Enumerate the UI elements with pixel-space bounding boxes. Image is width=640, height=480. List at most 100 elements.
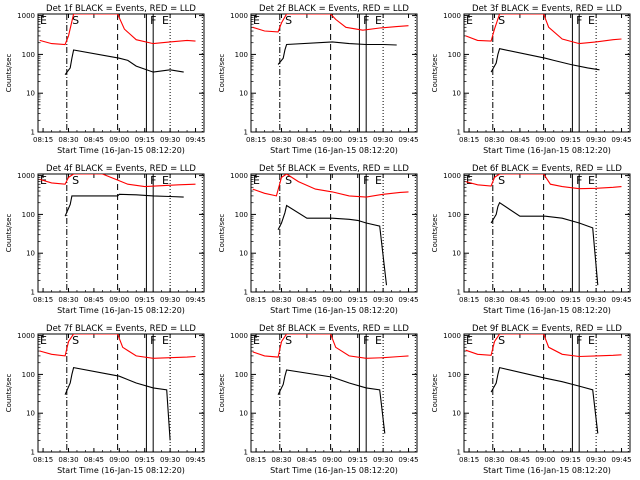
- x-tick-label: 08:45: [297, 456, 317, 464]
- y-tick-label: 10: [239, 410, 248, 418]
- x-tick-label: 08:30: [58, 456, 78, 464]
- chart-title: Det 2f BLACK = Events, RED = LLD: [259, 4, 409, 14]
- red-series-line: [39, 14, 196, 46]
- red-series-line: [39, 174, 196, 188]
- y-axis-label: Counts/sec: [218, 374, 226, 413]
- y-tick-label: 1: [244, 129, 248, 137]
- y-tick-label: 100: [235, 371, 248, 379]
- black-series-line: [490, 366, 599, 434]
- event-marker-label: F: [576, 174, 582, 187]
- event-marker-label: E: [253, 14, 260, 27]
- y-tick-label: 1000: [17, 172, 35, 180]
- y-tick-label: 1: [244, 289, 248, 297]
- x-tick-label: 08:45: [510, 296, 530, 304]
- event-marker-label: E: [466, 334, 473, 347]
- x-tick-label: 08:30: [271, 296, 291, 304]
- plot-frame: [37, 333, 205, 453]
- x-tick-label: 08:45: [297, 136, 317, 144]
- event-marker-label: E: [588, 14, 595, 27]
- x-tick-label: 09:00: [322, 296, 342, 304]
- black-series-line: [490, 48, 600, 73]
- y-tick-label: 1000: [443, 332, 461, 340]
- x-tick-label: 08:45: [84, 136, 104, 144]
- chart-title: Det 4f BLACK = Events, RED = LLD: [46, 164, 196, 174]
- x-axis-label: Start Time (16-Jan-15 08:12:20): [270, 146, 398, 155]
- event-marker-label: E: [162, 14, 169, 27]
- x-tick-label: 08:30: [484, 296, 504, 304]
- event-marker-label: E: [375, 174, 382, 187]
- y-tick-label: 1000: [230, 172, 248, 180]
- chart-panel: Det 9f BLACK = Events, RED = LLD Start Ti…: [431, 324, 632, 475]
- x-tick-label: 09:00: [535, 296, 555, 304]
- y-axis-label: Counts/sec: [5, 214, 13, 253]
- event-marker-label: S: [498, 334, 505, 347]
- event-marker-label: F: [363, 14, 369, 27]
- x-tick-label: 09:30: [373, 296, 393, 304]
- x-tick-label: 09:00: [109, 456, 129, 464]
- chart-title: Det 9f BLACK = Events, RED = LLD: [472, 324, 622, 334]
- x-axis-label: Start Time (16-Jan-15 08:12:20): [57, 466, 185, 475]
- x-tick-label: 09:30: [373, 136, 393, 144]
- black-series-line: [277, 204, 388, 286]
- red-series-line: [252, 14, 409, 33]
- event-marker-label: E: [375, 334, 382, 347]
- red-series-line: [39, 334, 196, 359]
- plot-frame: [37, 173, 205, 293]
- event-marker-label: F: [363, 334, 369, 347]
- black-series-line: [64, 366, 171, 441]
- x-tick-label: 08:30: [271, 136, 291, 144]
- x-tick-label: 08:15: [246, 136, 266, 144]
- y-tick-label: 100: [22, 51, 35, 59]
- event-marker-label: E: [162, 334, 169, 347]
- event-marker-label: F: [150, 334, 156, 347]
- x-axis-label: Start Time (16-Jan-15 08:12:20): [483, 146, 611, 155]
- event-marker-label: S: [285, 174, 292, 187]
- black-series-line: [64, 49, 184, 76]
- x-tick-label: 08:45: [297, 296, 317, 304]
- event-marker-label: E: [40, 14, 47, 27]
- x-tick-label: 09:45: [398, 456, 418, 464]
- event-marker-label: F: [150, 174, 156, 187]
- y-tick-label: 100: [22, 371, 35, 379]
- event-marker-label: S: [72, 14, 79, 27]
- x-tick-label: 08:30: [58, 296, 78, 304]
- x-tick-label: 09:15: [135, 296, 155, 304]
- y-tick-label: 1000: [443, 172, 461, 180]
- y-tick-label: 100: [22, 211, 35, 219]
- x-tick-label: 09:45: [398, 296, 418, 304]
- x-tick-label: 08:15: [246, 296, 266, 304]
- x-tick-label: 08:45: [510, 456, 530, 464]
- y-tick-label: 100: [235, 51, 248, 59]
- red-series-line: [465, 174, 622, 190]
- event-marker-label: E: [466, 14, 473, 27]
- x-tick-label: 08:15: [459, 296, 479, 304]
- chart-panel: Det 1f BLACK = Events, RED = LLD Start Ti…: [5, 4, 206, 155]
- event-marker-label: S: [498, 174, 505, 187]
- event-marker-label: F: [150, 14, 156, 27]
- black-series-line: [490, 201, 599, 286]
- x-tick-label: 08:15: [459, 136, 479, 144]
- event-marker-label: E: [253, 174, 260, 187]
- y-tick-label: 1000: [17, 12, 35, 20]
- y-tick-label: 1: [31, 129, 35, 137]
- x-tick-label: 08:15: [459, 456, 479, 464]
- event-marker-label: E: [588, 174, 595, 187]
- y-tick-label: 100: [448, 211, 461, 219]
- x-tick-label: 09:30: [586, 136, 606, 144]
- x-tick-label: 09:15: [135, 456, 155, 464]
- y-tick-label: 10: [239, 250, 248, 258]
- x-tick-label: 08:15: [33, 136, 53, 144]
- event-marker-label: E: [375, 14, 382, 27]
- x-tick-label: 09:15: [348, 136, 368, 144]
- chart-title: Det 8f BLACK = Events, RED = LLD: [259, 324, 409, 334]
- plot-frame: [250, 13, 418, 133]
- x-tick-label: 09:00: [322, 456, 342, 464]
- x-tick-label: 09:30: [160, 136, 180, 144]
- y-tick-label: 1: [457, 449, 461, 457]
- x-tick-label: 09:15: [135, 136, 155, 144]
- x-tick-label: 09:45: [611, 456, 631, 464]
- x-tick-label: 09:45: [185, 456, 205, 464]
- event-marker-label: S: [285, 14, 292, 27]
- chart-panel: Det 5f BLACK = Events, RED = LLD Start Ti…: [218, 164, 419, 315]
